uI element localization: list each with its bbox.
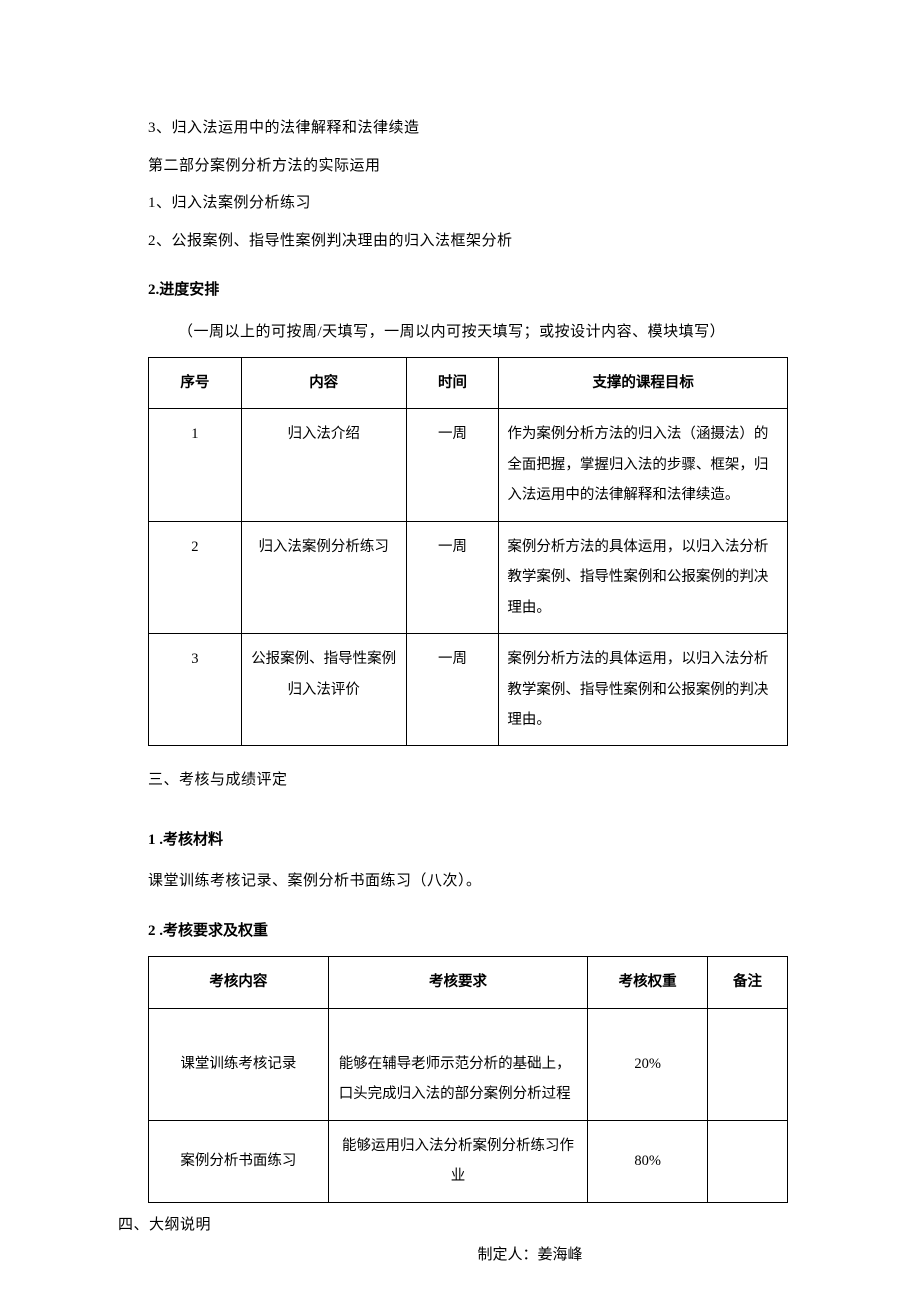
col-weight: 考核权重 — [588, 957, 708, 1008]
cell-req: 能够运用归入法分析案例分析练习作业 — [328, 1120, 588, 1202]
col-content: 内容 — [241, 358, 406, 409]
intro-line-3: 1、归入法案例分析练习 — [148, 185, 792, 223]
intro-line-2: 第二部分案例分析方法的实际运用 — [148, 148, 792, 186]
sub1-heading: 1 .考核材料 — [148, 822, 792, 860]
col-goal: 支撑的课程目标 — [499, 358, 788, 409]
cell-content: 归入法介绍 — [241, 409, 406, 521]
col-seq: 序号 — [149, 358, 242, 409]
table-row: 课堂训练考核记录 能够在辅导老师示范分析的基础上，口头完成归入法的部分案例分析过… — [149, 1008, 788, 1120]
col-item: 考核内容 — [149, 957, 329, 1008]
cell-weight: 20% — [588, 1008, 708, 1120]
table-header-row: 考核内容 考核要求 考核权重 备注 — [149, 957, 788, 1008]
table-header-row: 序号 内容 时间 支撑的课程目标 — [149, 358, 788, 409]
cell-goal: 作为案例分析方法的归入法（涵摄法）的全面把握，掌握归入法的步骤、框架，归入法运用… — [499, 409, 788, 521]
cell-seq: 1 — [149, 409, 242, 521]
cell-note — [708, 1120, 788, 1202]
assessment-table: 考核内容 考核要求 考核权重 备注 课堂训练考核记录 能够在辅导老师示范分析的基… — [148, 956, 788, 1202]
cell-seq: 2 — [149, 521, 242, 633]
table-row: 1 归入法介绍 一周 作为案例分析方法的归入法（涵摄法）的全面把握，掌握归入法的… — [149, 409, 788, 521]
intro-line-1: 3、归入法运用中的法律解释和法律续造 — [148, 110, 792, 148]
cell-item: 课堂训练考核记录 — [149, 1008, 329, 1120]
sub2-heading: 2 .考核要求及权重 — [148, 913, 792, 951]
table-row: 2 归入法案例分析练习 一周 案例分析方法的具体运用，以归入法分析教学案例、指导… — [149, 521, 788, 633]
cell-item: 案例分析书面练习 — [149, 1120, 329, 1202]
schedule-heading: 2.进度安排 — [148, 272, 792, 310]
author-line: 制定人：姜海峰 — [268, 1243, 792, 1264]
cell-time: 一周 — [406, 409, 499, 521]
section-4-title: 四、大纲说明 — [118, 1213, 792, 1237]
cell-weight: 80% — [588, 1120, 708, 1202]
cell-time: 一周 — [406, 634, 499, 746]
col-note: 备注 — [708, 957, 788, 1008]
intro-line-4: 2、公报案例、指导性案例判决理由的归入法框架分析 — [148, 223, 792, 261]
sub1-body: 课堂训练考核记录、案例分析书面练习（八次）。 — [148, 863, 792, 901]
cell-content: 归入法案例分析练习 — [241, 521, 406, 633]
col-time: 时间 — [406, 358, 499, 409]
cell-req: 能够在辅导老师示范分析的基础上，口头完成归入法的部分案例分析过程 — [328, 1008, 588, 1120]
table-row: 3 公报案例、指导性案例归入法评价 一周 案例分析方法的具体运用，以归入法分析教… — [149, 634, 788, 746]
cell-goal: 案例分析方法的具体运用，以归入法分析教学案例、指导性案例和公报案例的判决理由。 — [499, 634, 788, 746]
cell-goal: 案例分析方法的具体运用，以归入法分析教学案例、指导性案例和公报案例的判决理由。 — [499, 521, 788, 633]
table-row: 案例分析书面练习 能够运用归入法分析案例分析练习作业 80% — [149, 1120, 788, 1202]
cell-time: 一周 — [406, 521, 499, 633]
section-3-title: 三、考核与成绩评定 — [148, 762, 792, 800]
cell-seq: 3 — [149, 634, 242, 746]
schedule-table: 序号 内容 时间 支撑的课程目标 1 归入法介绍 一周 作为案例分析方法的归入法… — [148, 357, 788, 746]
schedule-note: （一周以上的可按周/天填写，一周以内可按天填写；或按设计内容、模块填写） — [148, 314, 792, 352]
cell-content: 公报案例、指导性案例归入法评价 — [241, 634, 406, 746]
cell-note — [708, 1008, 788, 1120]
col-req: 考核要求 — [328, 957, 588, 1008]
